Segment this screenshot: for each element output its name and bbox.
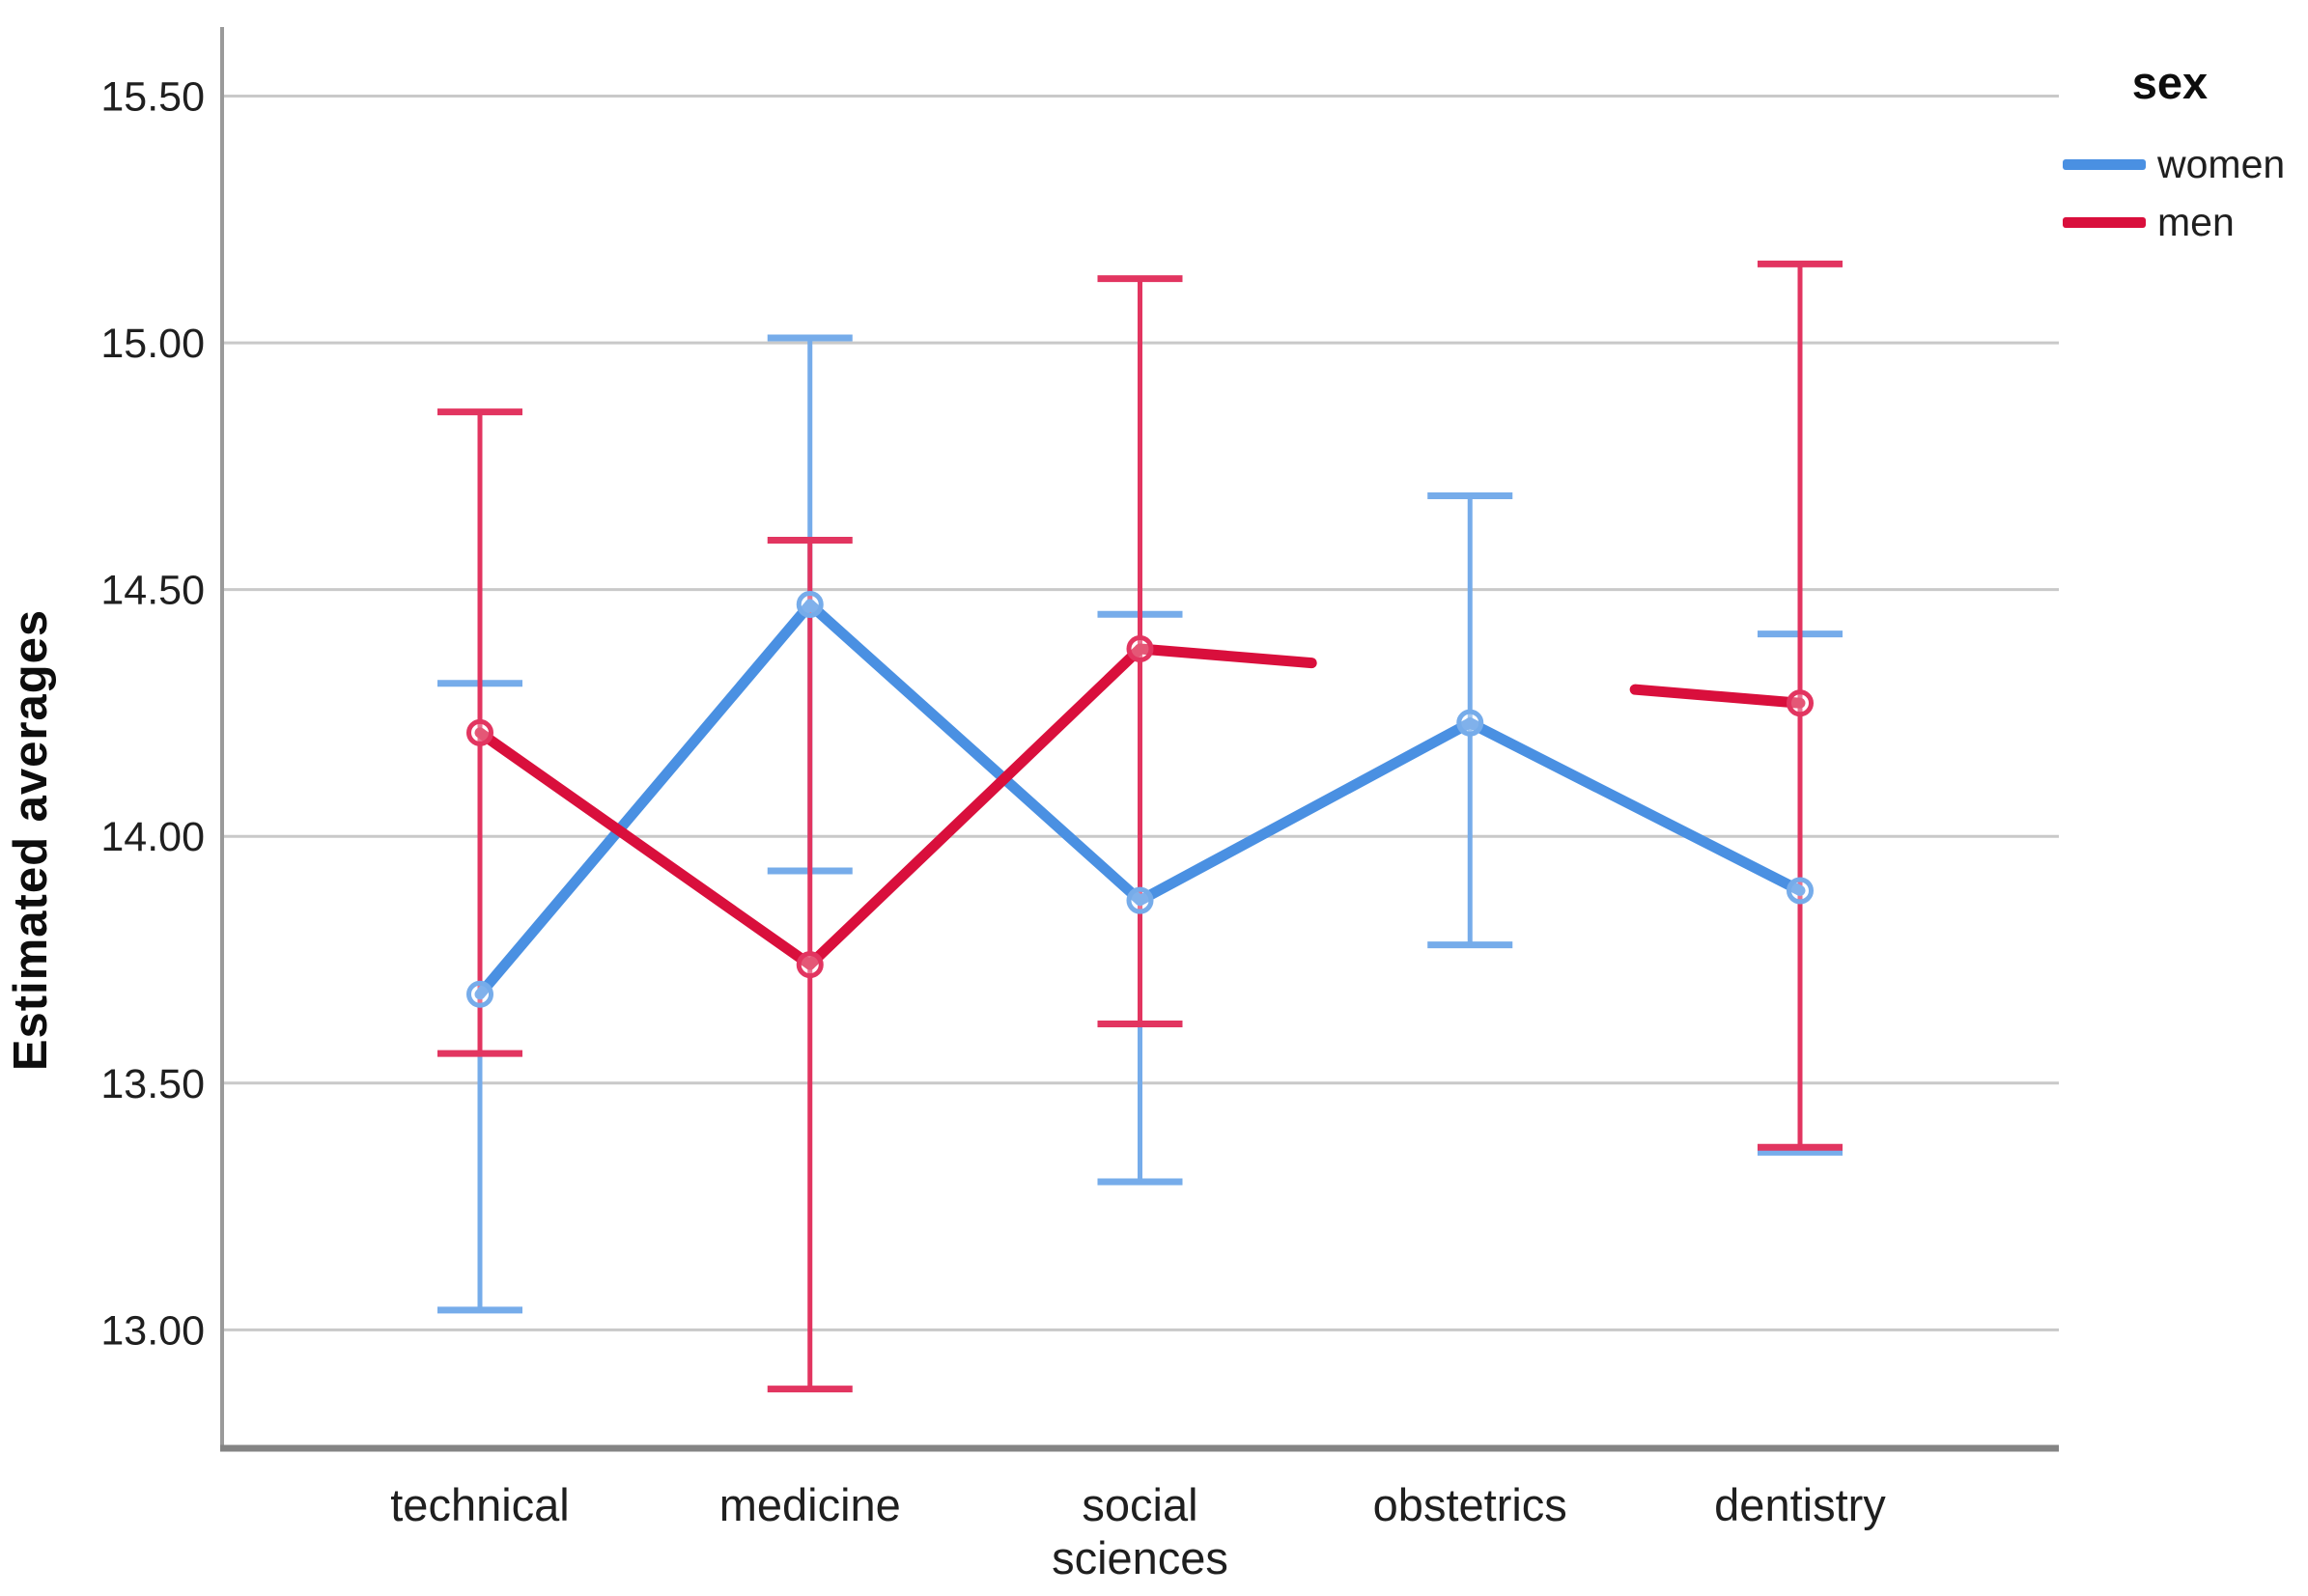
mean-marker-men bbox=[1126, 635, 1154, 662]
axes bbox=[220, 27, 2059, 1452]
series-line-women bbox=[804, 599, 1145, 907]
mean-marker-women bbox=[796, 591, 824, 618]
series-line-women bbox=[474, 599, 816, 1000]
legend-swatch-men bbox=[2063, 217, 2146, 228]
series-line-stub-men bbox=[1135, 643, 1317, 669]
legend-label-women: women bbox=[2156, 142, 2285, 186]
y-tick-label: 13.50 bbox=[100, 1061, 205, 1107]
plot-series bbox=[437, 260, 1843, 1393]
tick-labels: 13.00 13.50 14.00 14.50 15.00 15.50 technical m… bbox=[100, 74, 1886, 1583]
y-tick-label: 13.00 bbox=[100, 1307, 205, 1354]
y-tick-label: 14.00 bbox=[100, 814, 205, 860]
mean-marker-women bbox=[1787, 877, 1814, 905]
y-tick-label: 15.00 bbox=[100, 321, 205, 367]
x-tick-label: obstetrics bbox=[1373, 1479, 1567, 1530]
mean-marker-women bbox=[1456, 709, 1484, 737]
legend-label-men: men bbox=[2157, 200, 2235, 244]
series-line-women bbox=[1464, 717, 1806, 896]
series-line-stub-men bbox=[1629, 684, 1806, 709]
y-axis-title: Estimated averages bbox=[5, 609, 57, 1071]
legend-swatch-women bbox=[2063, 159, 2146, 170]
mean-marker-men bbox=[466, 718, 493, 746]
y-tick-label: 14.50 bbox=[100, 568, 205, 614]
x-tick-label: dentistry bbox=[1714, 1479, 1886, 1530]
legend: sex women men bbox=[2063, 57, 2285, 244]
mean-marker-men bbox=[796, 951, 824, 979]
x-tick-label: medicine bbox=[719, 1479, 901, 1530]
series-line-men bbox=[804, 643, 1145, 970]
mean-marker-women bbox=[1126, 886, 1154, 914]
x-tick-label: social bbox=[1082, 1479, 1197, 1530]
mean-marker-men bbox=[1787, 689, 1814, 717]
mean-marker-women bbox=[466, 980, 493, 1008]
y-tick-label: 15.50 bbox=[100, 74, 205, 121]
series-line-men bbox=[474, 727, 816, 970]
x-tick-label: technical bbox=[390, 1479, 570, 1530]
legend-title: sex bbox=[2132, 57, 2208, 108]
x-tick-label: sciences bbox=[1052, 1532, 1228, 1583]
series-line-women bbox=[1135, 717, 1476, 907]
